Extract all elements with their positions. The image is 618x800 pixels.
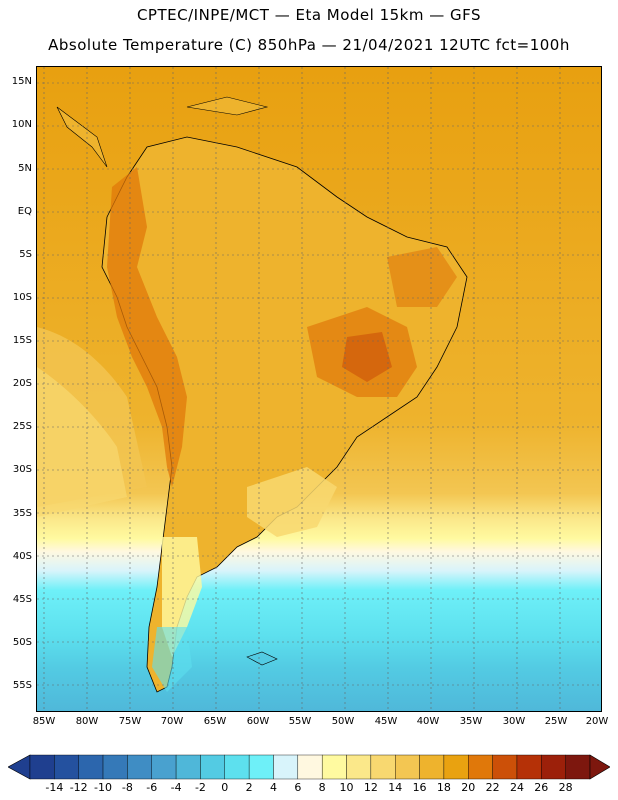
chart-title-line1: CPTEC/INPE/MCT — Eta Model 15km — GFS — [136, 6, 482, 24]
lon-label: 75W — [118, 716, 142, 727]
colorbar-swatch — [443, 754, 469, 780]
colorbar-swatch — [321, 754, 347, 780]
colorbar-label: -14 — [45, 781, 64, 794]
colorbar-label: 14 — [388, 781, 403, 794]
lon-label: 70W — [160, 716, 184, 727]
colorbar-label: 24 — [509, 781, 524, 794]
lat-label: EQ — [17, 206, 32, 217]
lon-label: 30W — [502, 716, 526, 727]
lat-label: 5S — [19, 249, 32, 260]
lat-label: 20S — [12, 378, 32, 389]
lon-label: 40W — [416, 716, 440, 727]
colorbar-label: 16 — [412, 781, 427, 794]
falkland-islands — [246, 651, 278, 666]
colorbar-label: 12 — [363, 781, 378, 794]
plateau-hot-zone — [342, 332, 392, 382]
lon-label: 35W — [459, 716, 483, 727]
temperature-colorbar — [8, 754, 610, 780]
pampas-cool-zone — [247, 467, 337, 537]
lon-label: 55W — [288, 716, 312, 727]
colorbar-swatch — [565, 754, 591, 780]
colorbar-label: 6 — [294, 781, 302, 794]
pacific-band — [37, 367, 127, 517]
colorbar-label: -6 — [146, 781, 158, 794]
lat-label: 35S — [12, 508, 32, 519]
colorbar-swatch — [78, 754, 104, 780]
lon-label: 25W — [544, 716, 568, 727]
colorbar-swatch — [492, 754, 518, 780]
colorbar-label: 28 — [558, 781, 573, 794]
colorbar-swatch — [395, 754, 420, 780]
northeast-warm-zone — [387, 247, 457, 307]
chart-title-line2: Absolute Temperature (C) 850hPa — 21/04/… — [48, 36, 570, 54]
colorbar-swatch — [370, 754, 396, 780]
colorbar-swatch — [419, 754, 445, 780]
tierra-del-fuego-cold-zone — [152, 627, 192, 692]
lat-label: 15S — [12, 335, 32, 346]
lon-label: 60W — [246, 716, 270, 727]
andes-warm-zone — [107, 167, 187, 487]
lon-label: 80W — [75, 716, 99, 727]
lon-label: 85W — [32, 716, 56, 727]
colorbar-label: 18 — [436, 781, 451, 794]
colorbar-swatch — [541, 754, 566, 780]
colorbar-label: 0 — [221, 781, 229, 794]
colorbar-swatch — [468, 754, 493, 780]
colorbar-swatch — [516, 754, 542, 780]
colorbar-label: 26 — [534, 781, 549, 794]
lat-label: 40S — [12, 551, 32, 562]
colorbar-swatch — [297, 754, 323, 780]
colorbar-left-arrow — [8, 754, 31, 780]
lon-label: 65W — [203, 716, 227, 727]
lat-label: 50S — [12, 637, 32, 648]
colorbar-right-arrow — [589, 754, 610, 780]
colorbar-swatch — [224, 754, 250, 780]
central-america-isthmus — [56, 106, 108, 168]
lat-label: 5N — [18, 163, 32, 174]
colorbar-label: 10 — [339, 781, 354, 794]
lat-label: 45S — [12, 594, 32, 605]
colorbar-label: -10 — [94, 781, 113, 794]
colorbar-swatch — [273, 754, 299, 780]
lat-label: 10S — [12, 292, 32, 303]
colorbar-swatch — [151, 754, 177, 780]
colorbar-label: -8 — [121, 781, 133, 794]
lon-label: 50W — [331, 716, 355, 727]
colorbar-label: 22 — [485, 781, 500, 794]
coordinate-grid — [37, 67, 601, 711]
lat-label: 25S — [12, 421, 32, 432]
caribbean-islands — [186, 96, 269, 116]
colorbar-swatch — [54, 754, 79, 780]
colorbar-label: -12 — [69, 781, 88, 794]
temperature-map — [36, 66, 602, 712]
colorbar-label: 8 — [318, 781, 326, 794]
colorbar-label: 2 — [245, 781, 253, 794]
lon-label: 45W — [374, 716, 398, 727]
map-canvas — [37, 67, 601, 711]
lat-label: 10N — [11, 119, 32, 130]
colorbar-label: -2 — [194, 781, 206, 794]
colorbar-swatch — [200, 754, 225, 780]
colorbar-swatch — [102, 754, 128, 780]
colorbar-label: -4 — [170, 781, 182, 794]
colorbar-swatch — [29, 754, 55, 780]
colorbar-swatch — [127, 754, 152, 780]
lat-label: 55S — [12, 680, 32, 691]
colorbar-swatch — [175, 754, 201, 780]
lat-label: 15N — [11, 76, 32, 87]
lon-label: 20W — [585, 716, 609, 727]
colorbar-label: 4 — [269, 781, 277, 794]
colorbar-swatch — [346, 754, 372, 780]
colorbar-label: 20 — [461, 781, 476, 794]
colorbar-swatch — [248, 754, 274, 780]
lat-label: 30S — [12, 464, 32, 475]
